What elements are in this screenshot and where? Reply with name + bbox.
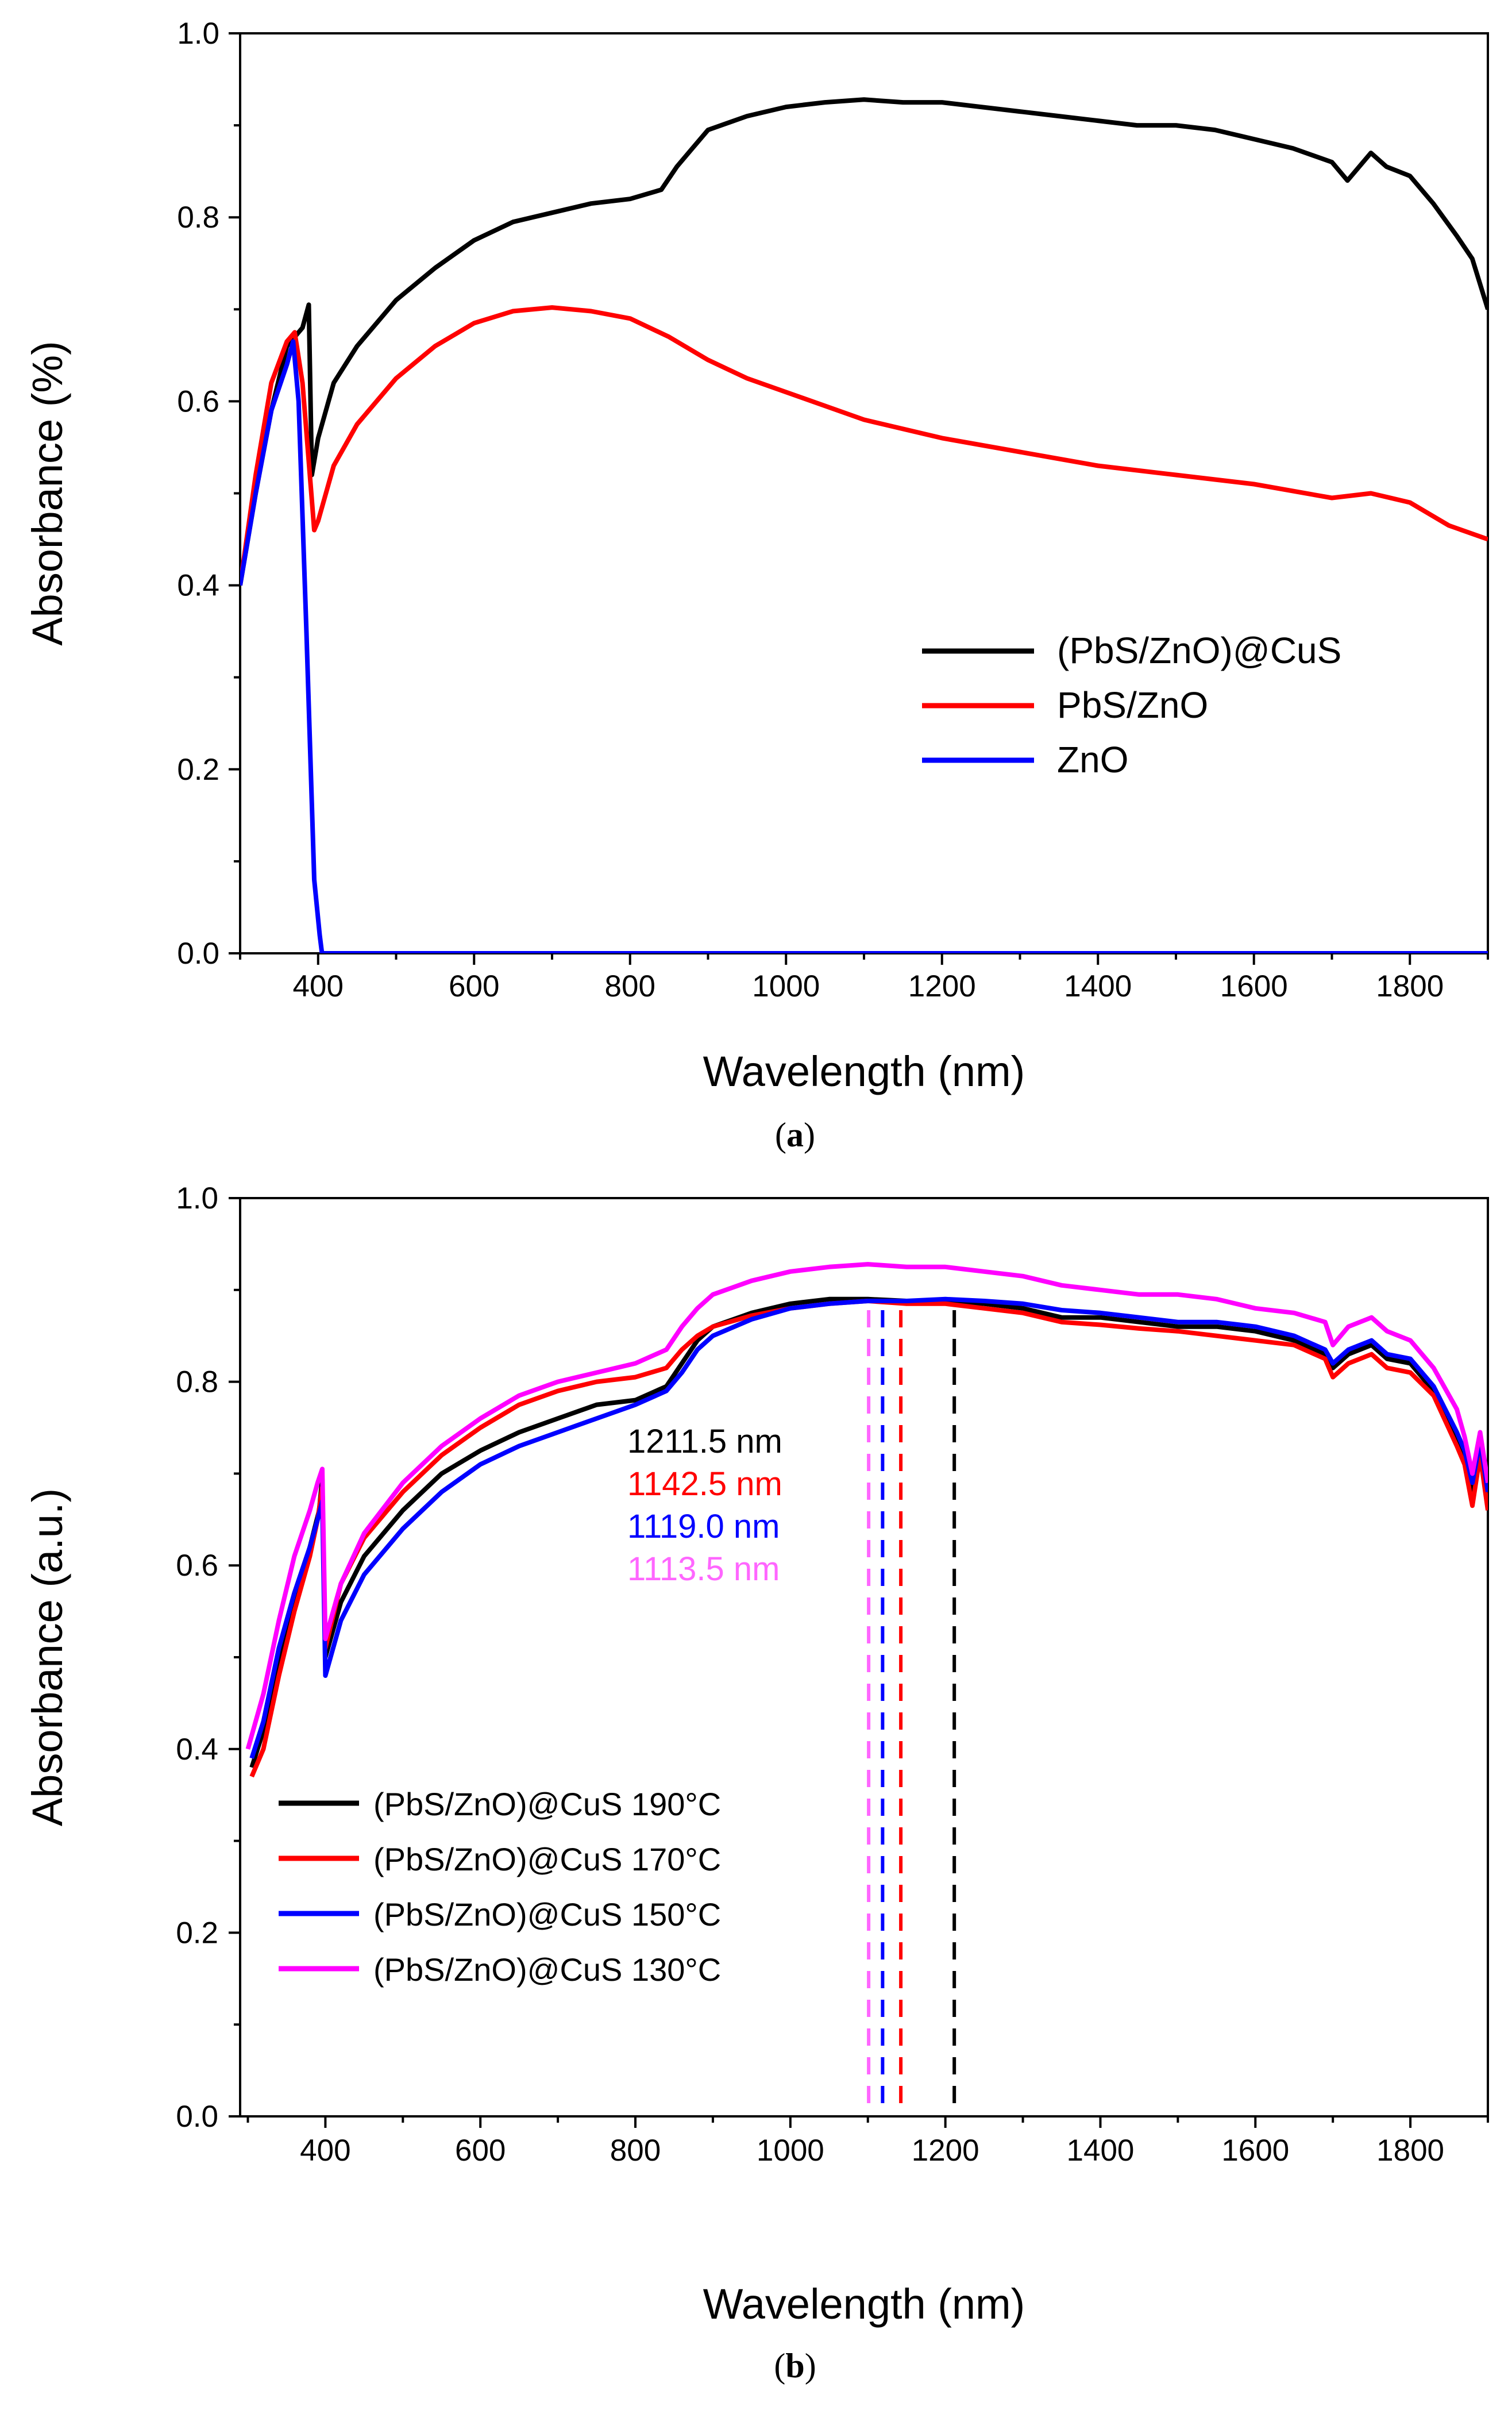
annotation-label: 1119.0 nm [627, 1508, 780, 1545]
y-axis-title: Absorbance (%) [24, 341, 71, 646]
chart-b: 400 600 800 1000 1200 1400 1600 1800 0.0 0.2 0.4 0.… [24, 1181, 1489, 2385]
annotation-label: 1142.5 nm [627, 1465, 782, 1503]
legend-label: ZnO [1057, 739, 1128, 780]
x-tick-label: 1000 [757, 2134, 824, 2168]
panel-caption: (b) [774, 2347, 816, 2385]
x-tick-label: 400 [300, 2134, 350, 2168]
x-tick-label: 1400 [1067, 2134, 1135, 2168]
series-line [249, 1296, 1488, 1769]
y-tick-label: 0.4 [177, 569, 219, 603]
y-tick-label: 0.8 [177, 201, 219, 234]
series-line [245, 1262, 1488, 1750]
legend-label: (PbS/ZnO)@CuS 170°C [373, 1841, 721, 1877]
legend-label: (PbS/ZnO)@CuS 150°C [373, 1896, 721, 1932]
caption-open: ( [775, 1116, 786, 1154]
x-tick-label: 800 [605, 969, 655, 1003]
y-tick-label: 0.2 [176, 1916, 218, 1950]
x-tick-label: 1600 [1220, 969, 1288, 1003]
x-tick-label: 800 [610, 2134, 661, 2168]
chart-a: 400 600 800 1000 1200 1400 1600 1800 0.0 0.2 0.4 0.… [24, 17, 1489, 1154]
x-tick-label: 600 [449, 969, 499, 1003]
x-tick-label: 1200 [908, 969, 976, 1003]
x-tick-label: 1800 [1376, 2134, 1444, 2168]
y-tick-label: 1.0 [177, 17, 219, 51]
panel-caption: (a) [775, 1116, 815, 1154]
x-tick-label: 1800 [1376, 969, 1444, 1003]
x-tick-label: 1400 [1064, 969, 1132, 1003]
caption-open: ( [774, 2347, 785, 2385]
series-line [240, 97, 1488, 586]
series-line [249, 1296, 1488, 1760]
legend-label: (PbS/ZnO)@CuS 190°C [373, 1786, 721, 1822]
x-tick-label: 400 [293, 969, 344, 1003]
legend-label: (PbS/ZnO)@CuS [1057, 630, 1341, 671]
y-tick-label: 0.4 [176, 1733, 218, 1766]
caption-close: ) [805, 2347, 816, 2385]
legend-label: PbS/ZnO [1057, 684, 1208, 726]
plot-area [245, 1262, 1488, 2114]
caption-letter: a [786, 1116, 804, 1154]
x-tick-label: 1200 [912, 2134, 979, 2168]
y-axis-title: Absorbance (a.u.) [24, 1488, 71, 1826]
x-tick-label: 1600 [1221, 2134, 1289, 2168]
y-tick-label: 0.6 [176, 1549, 218, 1583]
annotation-label: 1113.5 nm [627, 1550, 780, 1588]
caption-letter: b [785, 2347, 804, 2385]
x-axis-title: Wavelength (nm) [703, 2280, 1025, 2328]
y-tick-label: 0.0 [176, 2100, 218, 2134]
x-tick-label: 1000 [752, 969, 820, 1003]
annotation-label: 1211.5 nm [627, 1423, 782, 1460]
y-tick-label: 1.0 [176, 1181, 218, 1215]
x-axis-title: Wavelength (nm) [703, 1048, 1025, 1095]
caption-close: ) [804, 1116, 815, 1154]
series-line [240, 339, 1488, 953]
y-tick-label: 0.8 [176, 1365, 218, 1399]
legend-label: (PbS/ZnO)@CuS 130°C [373, 1951, 721, 1988]
x-tick-label: 600 [455, 2134, 506, 2168]
y-tick-label: 0.0 [177, 937, 219, 971]
series-line [240, 305, 1488, 586]
y-tick-label: 0.6 [177, 384, 219, 418]
plot-area [240, 97, 1488, 953]
y-tick-label: 0.2 [177, 753, 219, 787]
